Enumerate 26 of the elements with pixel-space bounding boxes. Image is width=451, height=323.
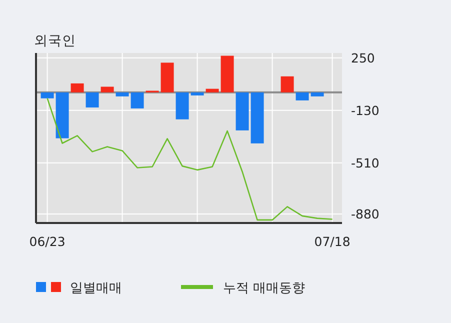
bar — [130, 92, 144, 108]
bar — [206, 88, 219, 92]
bar — [40, 92, 54, 98]
x-tick-label: 07/18 — [314, 234, 350, 249]
bar — [86, 92, 99, 108]
bar — [310, 92, 324, 96]
bar — [160, 62, 174, 92]
x-tick-label: 06/23 — [29, 234, 66, 249]
bar — [280, 76, 294, 92]
bar — [190, 92, 204, 96]
chart-title: 외국인 — [34, 33, 76, 49]
legend-label: 누적 매매동향 — [223, 281, 306, 296]
legend-label: 일별매매 — [70, 281, 122, 296]
bar — [250, 92, 264, 144]
bar — [176, 92, 189, 120]
y-tick-label: 250 — [351, 50, 375, 66]
y-tick-label: -510 — [351, 155, 380, 170]
bar — [220, 56, 234, 92]
y-tick-label: -880 — [351, 206, 380, 222]
bar — [296, 92, 309, 100]
bar — [236, 92, 249, 130]
bar — [116, 92, 129, 96]
bar — [100, 86, 114, 92]
bar — [56, 92, 69, 138]
bar — [70, 83, 84, 92]
y-tick-label: -130 — [351, 102, 380, 118]
